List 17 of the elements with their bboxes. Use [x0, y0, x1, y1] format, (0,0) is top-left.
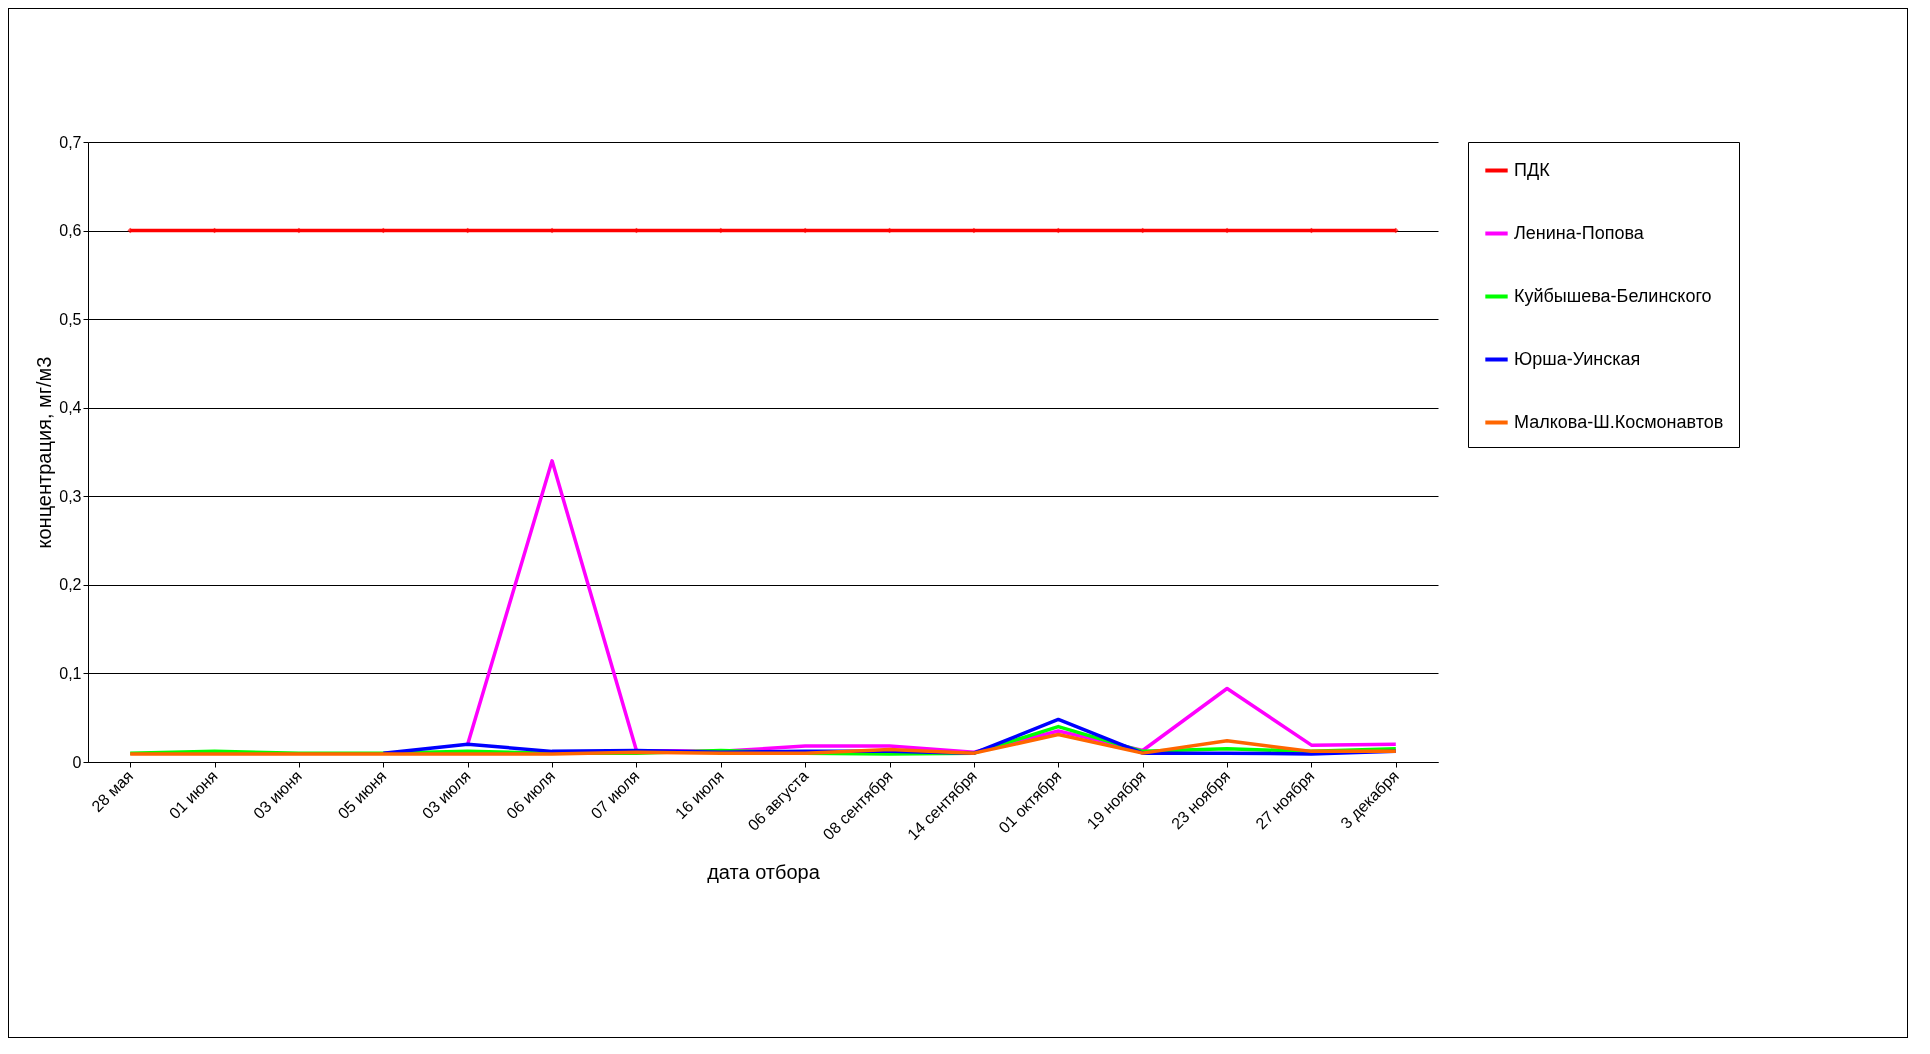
y-tick-label: 0,7: [59, 133, 82, 151]
y-tick-label: 0,6: [59, 222, 82, 240]
legend-label: ПДК: [1514, 159, 1551, 180]
legend-label: Ленина-Попова: [1514, 222, 1645, 243]
legend-label: Малкова-Ш.Космонавтов: [1514, 411, 1724, 432]
y-tick-label: 0,4: [59, 399, 82, 417]
line-series: [128, 732, 1398, 756]
y-tick-label: 0,2: [59, 576, 82, 594]
y-tick-label: 0: [72, 753, 82, 771]
y-tick-label: 0,3: [59, 487, 82, 505]
y-tick-label: 0,1: [59, 664, 82, 682]
legend-label: Куйбышева-Белинского: [1514, 285, 1712, 306]
y-axis-title: концентрация, мг/м3: [33, 356, 56, 549]
x-tick-label: 28 мая: [88, 767, 137, 816]
legend-label: Юрша-Уинская: [1514, 348, 1641, 369]
x-axis-title: дата отбора: [707, 861, 821, 884]
y-tick-label: 0,5: [59, 310, 82, 328]
